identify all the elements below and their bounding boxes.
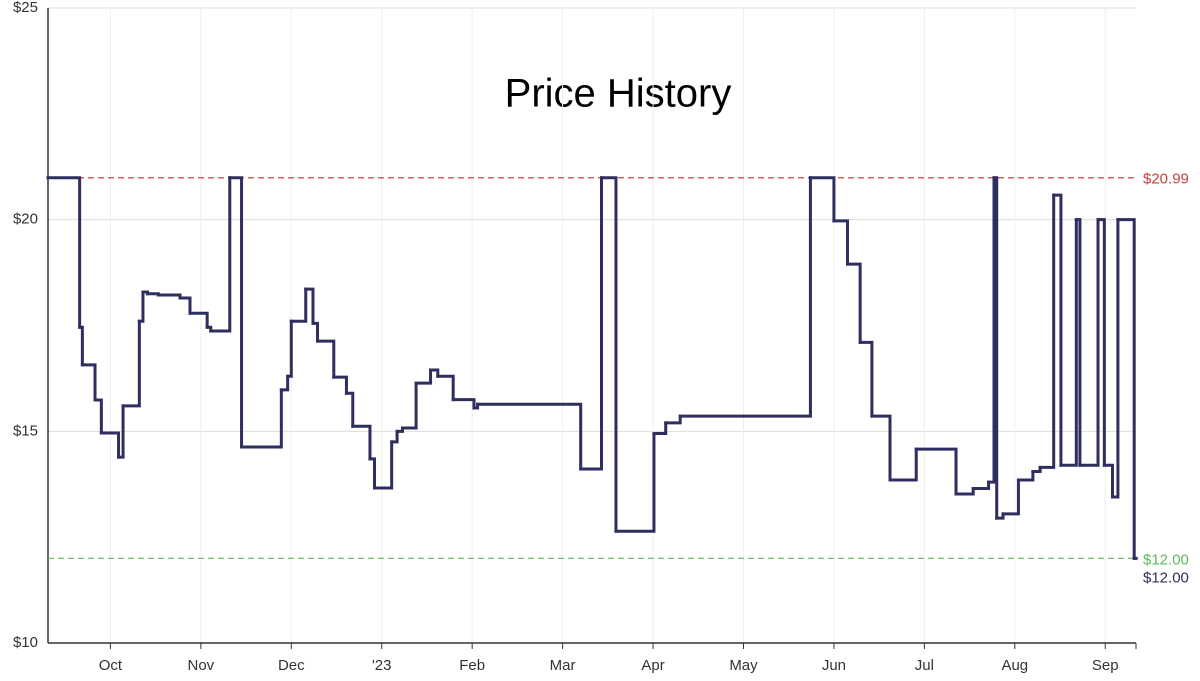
- price-step: [121, 319, 141, 408]
- y-tick-label: $25: [13, 0, 38, 16]
- price-step: [188, 311, 209, 329]
- price-step: [368, 457, 376, 490]
- price-step: [145, 292, 160, 297]
- price-step: [971, 480, 991, 490]
- price-step: [992, 176, 999, 520]
- price-step: [178, 296, 192, 315]
- price-step: [614, 431, 656, 533]
- price-step: [599, 176, 618, 533]
- price-step: [808, 176, 836, 223]
- price-step: [1078, 218, 1100, 467]
- price-step: [664, 414, 682, 425]
- y-tick-label: $10: [13, 634, 38, 651]
- price-step: [99, 431, 121, 459]
- price-step: [1052, 193, 1063, 467]
- y-tick-label: $15: [13, 422, 38, 439]
- price-step: [858, 340, 874, 418]
- x-tick-label: May: [729, 657, 758, 674]
- price-step: [1059, 218, 1078, 467]
- x-tick-label: Dec: [278, 657, 305, 674]
- price-step: [46, 176, 82, 329]
- price-step: [351, 424, 372, 461]
- x-tick-label: Nov: [188, 657, 215, 674]
- price-line: [46, 176, 1138, 560]
- price-step: [390, 429, 399, 444]
- price-step: [888, 447, 918, 482]
- price-step: [316, 339, 336, 379]
- price-step: [832, 219, 849, 266]
- x-tick-label: Sep: [1092, 657, 1119, 674]
- price-step: [240, 388, 283, 449]
- price-step: [344, 391, 355, 428]
- price-step: [1116, 218, 1136, 560]
- price-step: [117, 404, 125, 459]
- price-step: [137, 290, 145, 323]
- chart-title: Price History: [505, 72, 732, 116]
- price-step: [209, 176, 232, 333]
- price-step: [80, 363, 97, 402]
- price-step: [286, 319, 293, 378]
- x-tick-label: Mar: [550, 657, 576, 674]
- x-tick-label: Oct: [99, 657, 123, 674]
- y-tick-label: $20: [13, 211, 38, 228]
- price-step: [870, 414, 892, 482]
- price-step: [1016, 470, 1035, 482]
- price-step: [451, 398, 476, 410]
- x-tick-label: Jun: [822, 657, 846, 674]
- price-step: [579, 176, 603, 471]
- price-step: [1074, 218, 1082, 467]
- reference-label: $12.00: [1143, 551, 1189, 568]
- price-step: [845, 262, 862, 344]
- price-step: [1038, 193, 1056, 469]
- price-step: [289, 287, 308, 323]
- price-step: [332, 375, 348, 395]
- price-step: [678, 176, 812, 418]
- x-tick-label: Feb: [459, 657, 485, 674]
- price-step: [1102, 463, 1114, 499]
- price-step: [429, 368, 440, 378]
- price-step: [914, 447, 958, 496]
- price-step: [954, 486, 975, 496]
- x-tick-label: '23: [372, 657, 392, 674]
- x-tick-label: Apr: [641, 657, 664, 674]
- x-tick-label: Jul: [915, 657, 934, 674]
- price-step: [156, 293, 182, 300]
- price-step: [1001, 478, 1020, 516]
- reference-label: $20.99: [1143, 171, 1189, 188]
- x-tick-label: Aug: [1001, 657, 1028, 674]
- price-step: [279, 374, 290, 392]
- price-step: [401, 381, 418, 430]
- price-step: [476, 402, 583, 471]
- price-step: [414, 368, 433, 385]
- price-step: [78, 325, 84, 367]
- price-step: [304, 287, 315, 325]
- price-step: [987, 176, 996, 484]
- price-step: [436, 374, 455, 402]
- price-step: [228, 176, 244, 449]
- price-step: [93, 398, 103, 435]
- price-step: [1110, 218, 1120, 499]
- price-step: [652, 421, 668, 435]
- price-step: [1096, 218, 1106, 467]
- price-step: [311, 321, 320, 343]
- reference-label: $12.00: [1143, 569, 1189, 586]
- price-step: [372, 440, 394, 490]
